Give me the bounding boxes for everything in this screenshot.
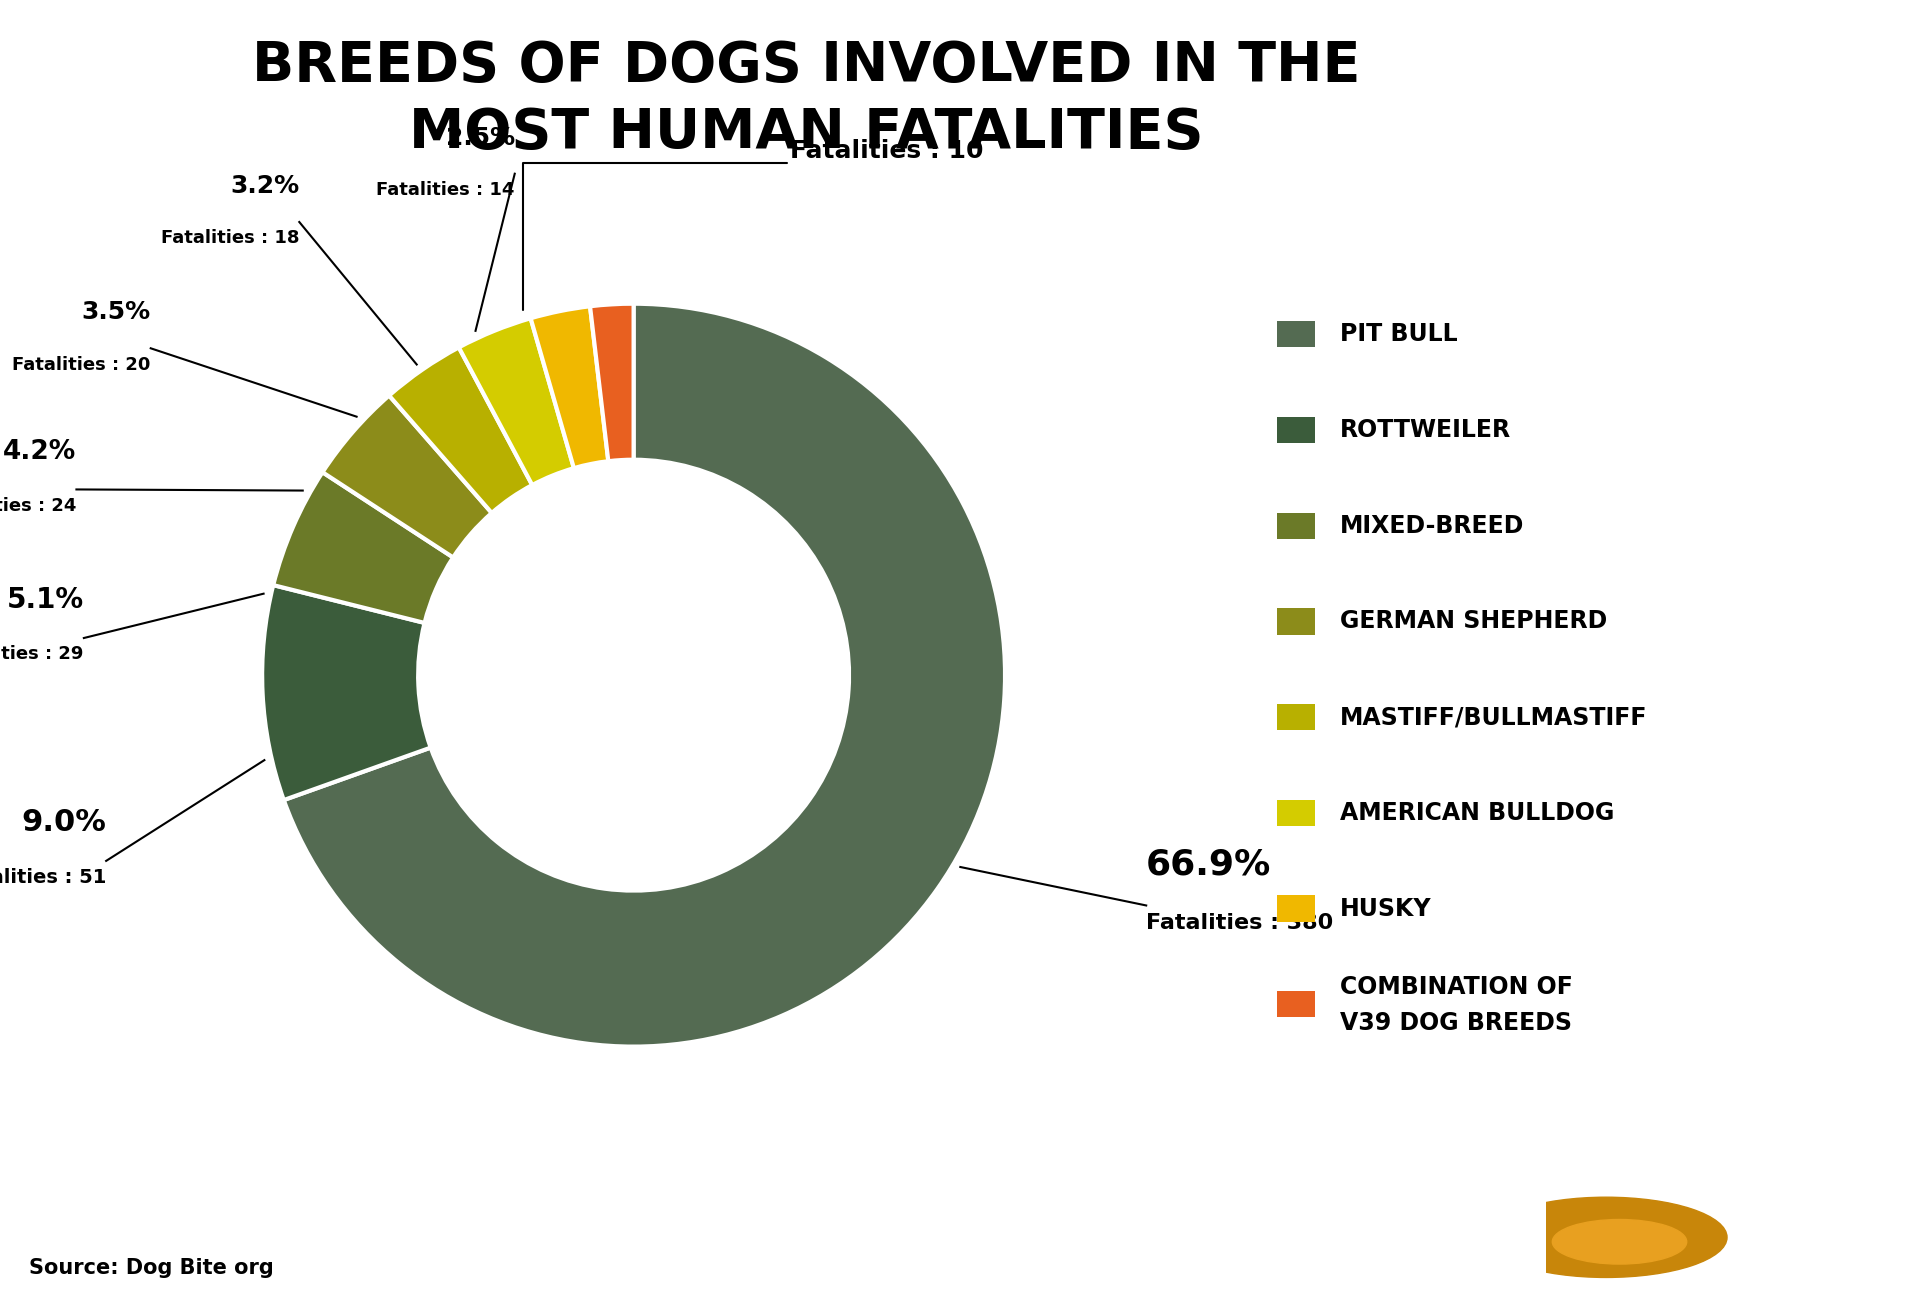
Text: 66.9%: 66.9% [1146, 847, 1271, 881]
Text: 5.1%: 5.1% [8, 586, 84, 614]
Text: GERMAN SHEPHERD: GERMAN SHEPHERD [1340, 610, 1607, 633]
Text: Fatalities : 380: Fatalities : 380 [1146, 912, 1334, 933]
Text: COMBINATION OF: COMBINATION OF [1340, 975, 1572, 999]
Text: Fatalities : 29: Fatalities : 29 [0, 645, 84, 663]
Wedge shape [390, 347, 532, 513]
Text: ROTTWEILER: ROTTWEILER [1340, 418, 1511, 442]
Text: Fatalities : 14: Fatalities : 14 [376, 181, 515, 199]
Text: Foundation: Foundation [1740, 1253, 1826, 1266]
Wedge shape [459, 319, 574, 485]
Text: AMERICAN BULLDOG: AMERICAN BULLDOG [1340, 801, 1615, 825]
Text: Fatalities : 51: Fatalities : 51 [0, 868, 106, 888]
Text: World Animal: World Animal [1740, 1218, 1841, 1231]
Text: 2.5%: 2.5% [445, 126, 515, 149]
Text: Fatalities : 24: Fatalities : 24 [0, 497, 77, 515]
Text: 3.2%: 3.2% [230, 174, 300, 198]
Text: PIT BULL: PIT BULL [1340, 323, 1457, 346]
Text: MASTIFF/BULLMASTIFF: MASTIFF/BULLMASTIFF [1340, 705, 1647, 729]
Text: Fatalities : 20: Fatalities : 20 [12, 355, 150, 374]
Circle shape [1486, 1197, 1728, 1277]
Wedge shape [323, 396, 492, 557]
Wedge shape [273, 472, 453, 623]
Text: Fatalities : 18: Fatalities : 18 [161, 229, 300, 248]
Text: 4.2%: 4.2% [4, 439, 77, 465]
Wedge shape [263, 585, 430, 800]
Text: HUSKY: HUSKY [1340, 897, 1432, 920]
Circle shape [1551, 1219, 1686, 1264]
Wedge shape [589, 304, 634, 461]
Text: Source: Dog Bite org: Source: Dog Bite org [29, 1259, 273, 1278]
Wedge shape [284, 304, 1004, 1046]
Text: 3.5%: 3.5% [81, 300, 150, 324]
Text: V39 DOG BREEDS: V39 DOG BREEDS [1340, 1011, 1572, 1034]
Text: BREEDS OF DOGS INVOLVED IN THE
MOST HUMAN FATALITIES: BREEDS OF DOGS INVOLVED IN THE MOST HUMA… [252, 39, 1361, 160]
Wedge shape [530, 307, 609, 468]
Text: MIXED-BREED: MIXED-BREED [1340, 514, 1524, 538]
Text: Fatalities : 10: Fatalities : 10 [789, 139, 983, 164]
Text: 9.0%: 9.0% [21, 808, 106, 836]
